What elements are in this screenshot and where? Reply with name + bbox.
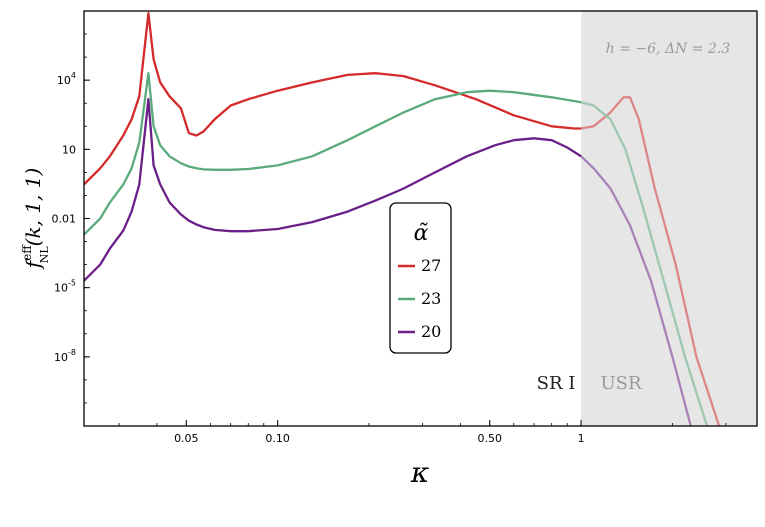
y-tick-label: 10 [62,143,76,156]
y-label-sub: NL [38,246,51,264]
x-tick-label: 0.05 [174,432,199,445]
series-line-23 [84,72,582,236]
series-lines [84,12,582,282]
y-tick-label: 10-5 [54,279,76,295]
series-line-usr-23 [580,101,709,426]
legend-title: α̃ [414,221,429,246]
series-line-usr-27 [580,96,721,426]
y-label-sup: eff [20,244,34,261]
y-tick-label: 10-8 [54,348,76,364]
region-label-sr: SR I [537,373,576,394]
series-line-27 [84,12,582,186]
y-tick-label: 104 [57,71,76,87]
x-tick-label: 0.10 [265,432,290,445]
x-axis: 0.05 0.10 0.50 1 [118,420,727,445]
y-axis-label: feff NL(k, 1, 1) [20,168,51,271]
legend: α̃ 27 23 20 [389,202,452,354]
x-axis-label: κ [410,456,429,489]
series-line-20 [84,98,582,282]
legend-label-23: 23 [421,289,441,308]
usr-shaded-region [581,11,757,426]
legend-label-27: 27 [421,256,441,275]
x-tick-label: 0.50 [477,432,502,445]
legend-box [389,202,452,354]
legend-label-20: 20 [421,322,441,341]
y-tick-label: 0.01 [52,213,77,226]
y-axis: 104 10 0.01 10-5 10-8 [52,33,90,404]
series-lines-usr-faded [580,96,721,426]
region-label-usr: USR [600,373,642,394]
y-label-args: (k, 1, 1) [21,168,45,247]
parameter-annotation: h = −6, ΔN = 2.3 [606,41,731,57]
x-tick-label: 1 [578,432,585,445]
series-line-usr-20 [580,155,693,426]
